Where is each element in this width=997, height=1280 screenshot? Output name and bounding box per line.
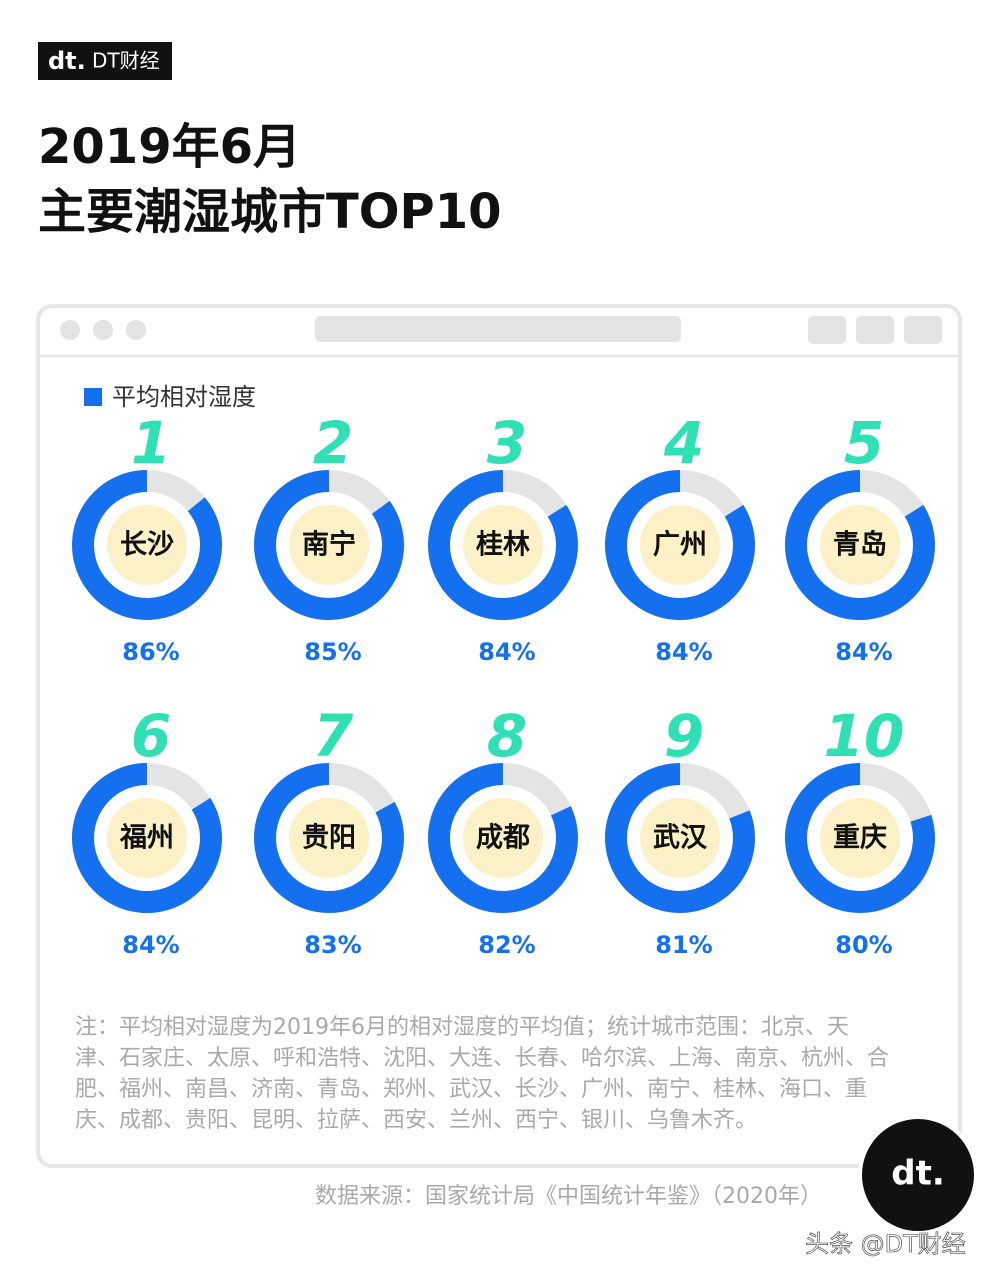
donut-center bbox=[640, 505, 720, 585]
city-label: 贵阳 bbox=[302, 823, 356, 854]
donut-center bbox=[289, 798, 369, 878]
donut-arc bbox=[254, 763, 404, 913]
brand: DT财经 bbox=[92, 49, 160, 73]
donut-arc bbox=[72, 763, 222, 913]
rank-label: 5 bbox=[844, 409, 884, 477]
title-line: 主要潮湿城市TOP10 bbox=[38, 184, 502, 240]
rank-label: 8 bbox=[487, 702, 527, 770]
donut-arc bbox=[785, 763, 935, 913]
source: 数据来源：国家统计局《中国统计年鉴》（2020年） bbox=[315, 1184, 822, 1209]
rank-label: 10 bbox=[824, 702, 905, 770]
city-label: 成都 bbox=[476, 823, 530, 854]
donut-arc bbox=[785, 470, 935, 620]
window-buttons bbox=[60, 316, 942, 344]
donut-arc bbox=[605, 470, 755, 620]
donut-arc bbox=[428, 470, 578, 620]
title-line: 2019年6月 bbox=[38, 119, 301, 175]
legend-swatch bbox=[84, 388, 102, 406]
city-label: 广州 bbox=[653, 530, 707, 561]
city-label: 武汉 bbox=[653, 823, 708, 854]
rank-label: 9 bbox=[664, 702, 704, 770]
badge bbox=[858, 1115, 978, 1235]
donut-center bbox=[463, 505, 543, 585]
value-label: 84% bbox=[655, 638, 712, 666]
badge-logo: dt. bbox=[891, 1154, 945, 1194]
rank-label: 4 bbox=[663, 409, 704, 477]
donut-center bbox=[289, 505, 369, 585]
donut-arc bbox=[428, 763, 578, 913]
donut-center bbox=[463, 798, 543, 878]
rank-label: 3 bbox=[487, 409, 527, 477]
brand-logo: dt. bbox=[48, 47, 86, 75]
donut-center bbox=[820, 505, 900, 585]
donut-center bbox=[107, 798, 187, 878]
legend-label: 平均相对湿度 bbox=[112, 383, 256, 411]
city-label: 重庆 bbox=[833, 822, 887, 854]
value-label: 86% bbox=[122, 638, 179, 666]
rank-label: 6 bbox=[131, 702, 171, 770]
city-label: 青岛 bbox=[833, 529, 887, 561]
value-label: 84% bbox=[835, 638, 892, 666]
note: 注：平均相对湿度为2019年6月的相对湿度的平均值；统计城市范围：北京、天津、石… bbox=[75, 1015, 890, 1133]
footer: 头条 @DT财经 bbox=[805, 1230, 966, 1258]
donut-center bbox=[107, 505, 187, 585]
value-label: 84% bbox=[122, 931, 179, 959]
value-label: 80% bbox=[835, 931, 892, 959]
city-label: 福州 bbox=[119, 823, 174, 854]
city-label: 桂林 bbox=[476, 530, 530, 561]
value-label: 85% bbox=[304, 638, 361, 666]
donut-arc bbox=[605, 763, 755, 913]
donut-arc bbox=[72, 470, 222, 620]
rank-label: 2 bbox=[313, 409, 353, 477]
donut-arc bbox=[254, 470, 404, 620]
value-label: 82% bbox=[478, 931, 535, 959]
donut-center bbox=[640, 798, 720, 878]
value-label: 84% bbox=[478, 638, 535, 666]
city-label: 南宁 bbox=[302, 529, 356, 561]
rank-label: 7 bbox=[313, 702, 354, 770]
rank-label: 1 bbox=[131, 409, 171, 477]
brand-box bbox=[38, 42, 172, 80]
value-label: 81% bbox=[655, 931, 712, 959]
city-label: 长沙 bbox=[120, 530, 174, 561]
value-label: 83% bbox=[304, 931, 361, 959]
donut-center bbox=[820, 798, 900, 878]
